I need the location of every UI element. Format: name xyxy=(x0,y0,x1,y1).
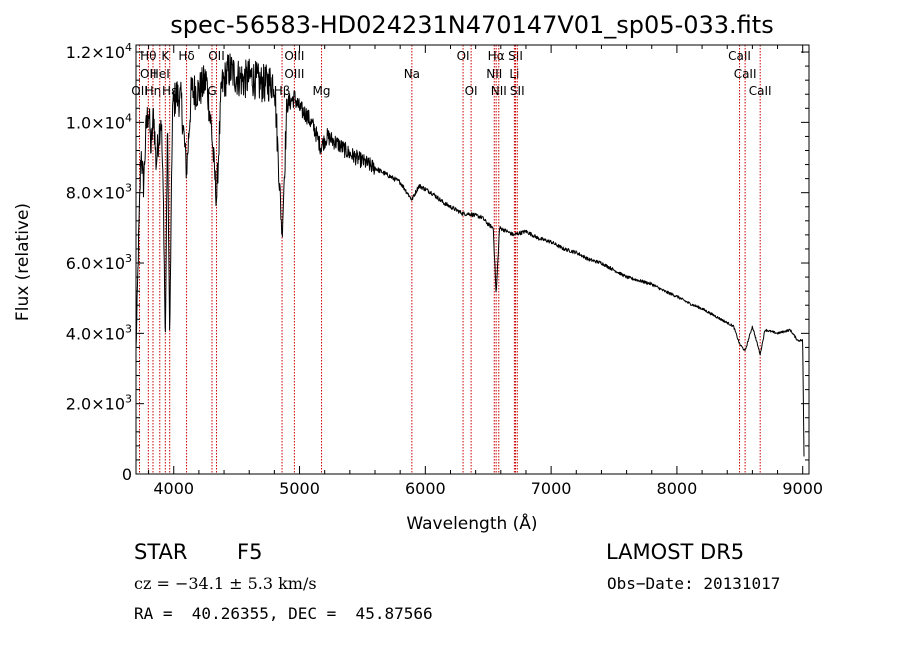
line-label: Mg xyxy=(313,84,331,98)
line-label: Na xyxy=(404,67,420,81)
y-tick-label: 6.0×103 xyxy=(66,252,132,273)
line-label: CaII xyxy=(728,49,751,63)
x-tick-label: 6000 xyxy=(405,479,446,498)
line-label: OII xyxy=(131,84,148,98)
observation-date: Obs−Date: 20131017 xyxy=(607,574,781,593)
line-label: OII xyxy=(140,67,157,81)
y-axis-label: Flux (relative) xyxy=(13,203,33,321)
y-tick-label: 1.0×104 xyxy=(66,111,132,132)
plot-axes: 4000 5000 6000 7000 8000 9000 0 2.0×103 4.0×103 6… xyxy=(66,41,823,498)
x-tick-label: 5000 xyxy=(279,479,320,498)
chart-title: spec-56583-HD024231N470147V01_sp05-033.f… xyxy=(170,11,773,39)
line-label: Hθ xyxy=(140,49,156,63)
line-label: Hδ xyxy=(178,49,194,63)
line-label: Hα xyxy=(488,49,505,63)
sky-coordinates: RA = 40.26355, DEC = 45.87566 xyxy=(134,604,433,623)
line-label: SII xyxy=(508,49,523,63)
line-label: Hβ xyxy=(274,84,291,98)
line-label: SII xyxy=(510,84,525,98)
line-label: NII xyxy=(491,84,507,98)
line-label: K xyxy=(161,49,170,63)
line-label: Hη xyxy=(145,84,162,98)
y-tick-label: 0 xyxy=(122,465,132,484)
x-tick-label: 4000 xyxy=(153,479,194,498)
line-label: OI xyxy=(457,49,470,63)
line-label: G xyxy=(207,84,216,98)
line-label: HeI xyxy=(150,67,170,81)
y-tick-label: 4.0×103 xyxy=(66,322,132,343)
redshift-velocity: cz = −34.1 ± 5.3 km/s xyxy=(134,574,317,593)
line-label: OI xyxy=(465,84,478,98)
spectral-subclass: F5 xyxy=(237,540,263,564)
x-tick-label: 8000 xyxy=(657,479,698,498)
y-tick-label: 2.0×103 xyxy=(66,393,132,414)
line-label: OII xyxy=(208,49,225,63)
line-label: NII xyxy=(486,67,502,81)
plot-frame xyxy=(135,44,810,475)
line-label: CaII xyxy=(749,84,772,98)
emission-line-markers: OIIHθOIIHηHeIKHεHδGOIIHβOIIIOIIIMgNaOIOI… xyxy=(131,45,772,474)
line-label: Li xyxy=(509,67,519,81)
x-tick-label: 9000 xyxy=(782,479,823,498)
spectrum-line-0 xyxy=(135,53,805,457)
line-label: OIII xyxy=(284,67,304,81)
line-label: CaII xyxy=(734,67,757,81)
y-tick-label: 8.0×103 xyxy=(66,182,132,203)
spectrum-series xyxy=(135,53,805,457)
y-tick-label: 1.2×104 xyxy=(66,41,132,62)
object-class: STAR xyxy=(134,540,188,564)
line-label: OIII xyxy=(284,49,304,63)
x-axis-label: Wavelength (Å) xyxy=(406,512,537,534)
survey-name: LAMOST DR5 xyxy=(606,540,745,564)
spectrum-plot: spec-56583-HD024231N470147V01_sp05-033.f… xyxy=(13,11,823,534)
x-tick-label: 7000 xyxy=(531,479,572,498)
